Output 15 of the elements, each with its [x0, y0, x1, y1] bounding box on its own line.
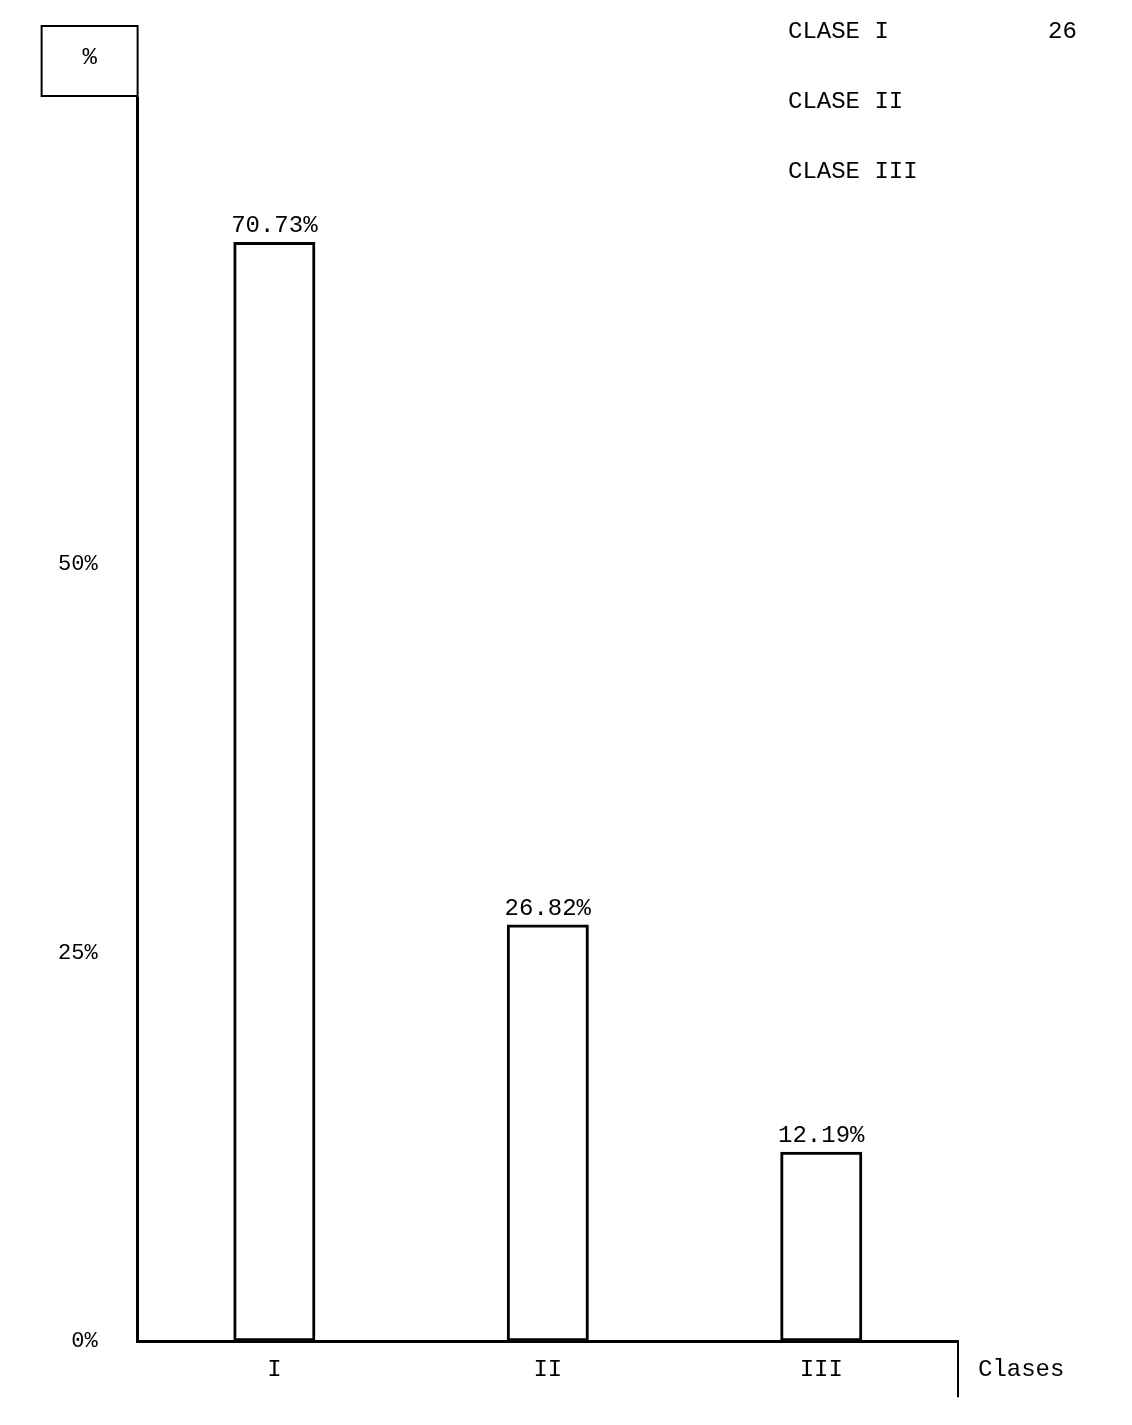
y-tick-label: 0%	[71, 1329, 99, 1355]
x-tick-label: II	[533, 1355, 563, 1383]
y-axis-title: %	[82, 44, 98, 72]
text: 26	[1048, 18, 1077, 46]
x-axis-title: Clases	[978, 1355, 1065, 1383]
data-label: 70.73%	[231, 212, 319, 240]
text: CLASE I	[788, 18, 889, 46]
annotation: CLASE III	[788, 158, 918, 186]
data-label: 12.19%	[778, 1122, 866, 1150]
x-tick-label: III	[799, 1355, 843, 1383]
data-label: 26.82%	[504, 894, 592, 922]
y-tick-label: 50%	[58, 552, 99, 578]
annotation: CLASE II	[788, 88, 904, 116]
x-tick-label: I	[267, 1355, 282, 1383]
y-tick-label: 25%	[58, 940, 99, 966]
